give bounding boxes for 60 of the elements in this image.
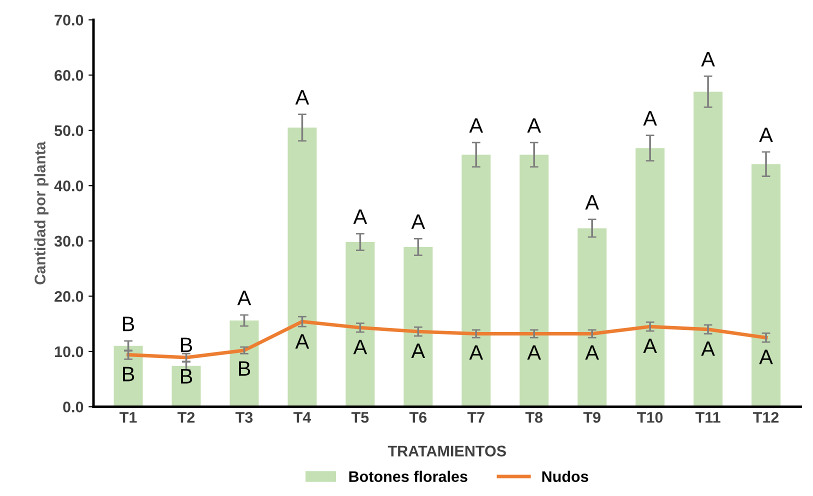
y-tick-label: 30.0	[54, 236, 84, 247]
bar	[462, 154, 491, 407]
y-tick-label: 70.0	[54, 14, 84, 26]
bar	[288, 128, 317, 407]
y-axis-title: Cantidad por planta	[34, 141, 48, 284]
data-label: B	[181, 369, 192, 384]
bar	[520, 154, 549, 407]
x-tick-label: T5	[351, 412, 369, 423]
x-tick-label: T2	[178, 412, 195, 423]
data-label: A	[527, 345, 542, 360]
data-label: A	[527, 118, 542, 133]
data-label: A	[759, 350, 773, 364]
data-label: A	[643, 338, 657, 354]
x-tick-label: T4	[293, 412, 312, 423]
data-label: A	[295, 90, 310, 104]
data-label: A	[759, 128, 773, 142]
data-label: B	[238, 361, 250, 376]
bar	[752, 164, 781, 407]
x-tick-label: T10	[637, 412, 663, 423]
bar	[578, 228, 607, 407]
data-label: A	[469, 345, 484, 360]
x-tick-label: T9	[583, 412, 600, 423]
data-label: A	[411, 344, 426, 358]
y-tick-label: 40.0	[54, 180, 84, 192]
legend-label: Nudos	[542, 470, 588, 482]
bar	[172, 366, 201, 407]
bar	[230, 320, 259, 407]
data-label: A	[469, 118, 484, 133]
x-tick-label: T12	[753, 412, 779, 423]
y-tick-label: 60.0	[54, 70, 84, 81]
data-label: B	[123, 366, 134, 382]
bar	[636, 148, 665, 407]
data-label: A	[585, 345, 599, 360]
x-tick-label: T1	[120, 412, 137, 423]
x-tick-label: T3	[235, 412, 253, 423]
bar	[694, 92, 723, 407]
data-label: A	[585, 195, 599, 210]
x-tick-label: T7	[467, 412, 484, 423]
data-label: A	[701, 52, 715, 66]
y-tick-label: 50.0	[54, 125, 84, 136]
legend-label: Botones florales	[349, 470, 468, 482]
bar	[114, 346, 143, 407]
bar	[346, 242, 375, 407]
y-tick-label: 10.0	[55, 346, 84, 358]
y-tick-label: 0.0	[63, 402, 84, 412]
x-axis-title: TRATAMIENTOS	[388, 446, 506, 456]
data-label: A	[411, 214, 426, 229]
data-label: B	[181, 338, 192, 352]
bar	[404, 246, 433, 407]
x-tick-label: T6	[409, 412, 427, 423]
y-tick-label: 20.0	[54, 291, 84, 302]
data-label: A	[701, 341, 715, 356]
data-label: B	[123, 316, 134, 332]
data-label: A	[643, 111, 657, 126]
data-label: A	[353, 210, 368, 224]
data-label: A	[237, 290, 252, 306]
data-label: A	[295, 334, 310, 349]
data-label: A	[353, 340, 368, 354]
x-tick-label: T8	[525, 412, 543, 423]
x-tick-label: T11	[695, 412, 720, 423]
